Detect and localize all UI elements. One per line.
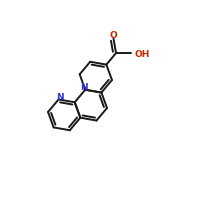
Text: OH: OH [135, 50, 150, 59]
Text: N: N [80, 83, 88, 92]
Text: N: N [56, 93, 63, 102]
Text: O: O [110, 31, 117, 40]
